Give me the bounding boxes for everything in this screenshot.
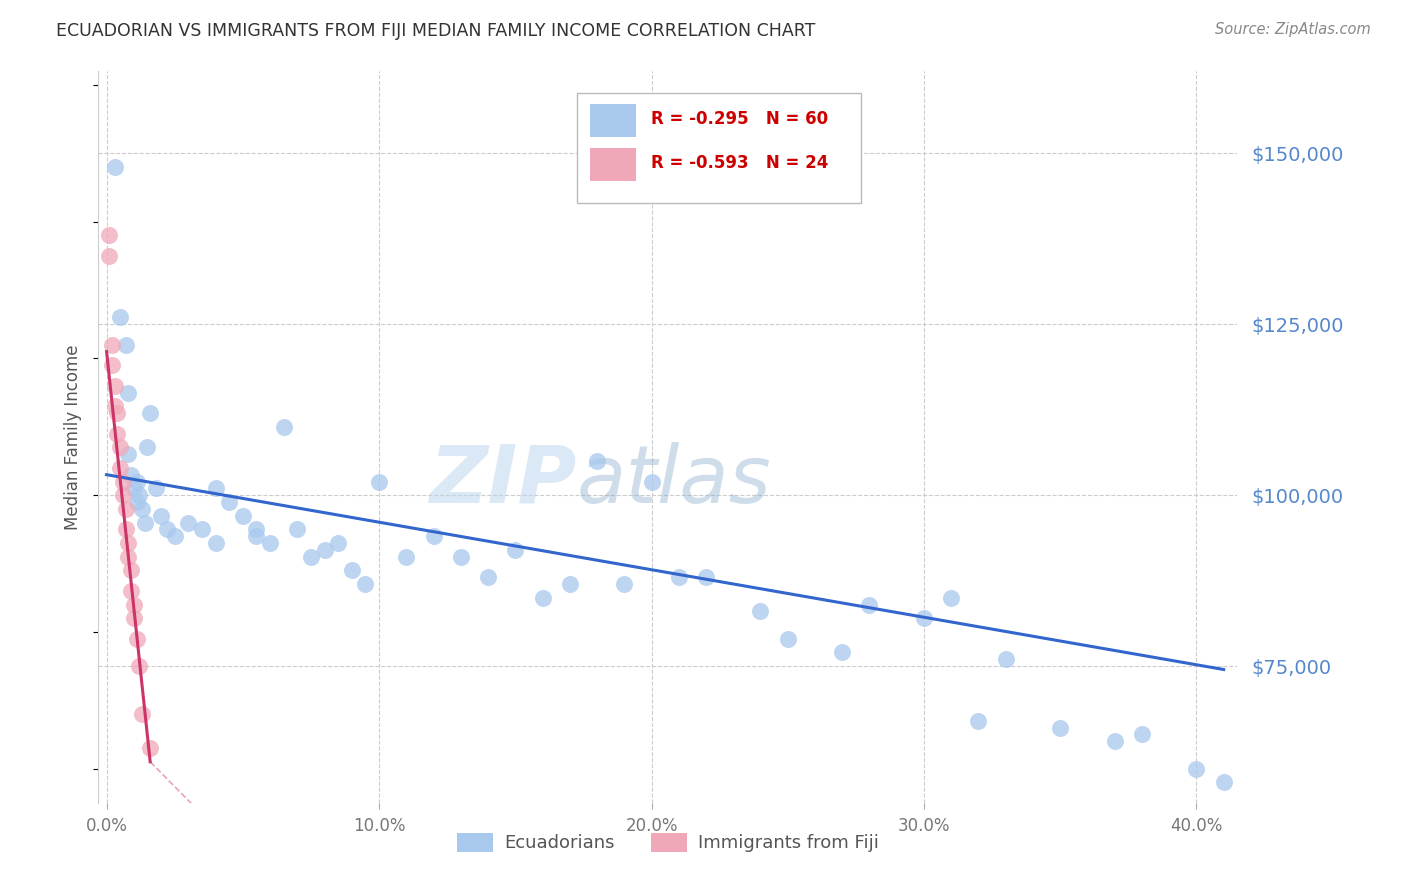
Point bbox=[477, 570, 499, 584]
Point bbox=[145, 481, 167, 495]
Point bbox=[273, 420, 295, 434]
Point bbox=[1185, 762, 1208, 776]
Point bbox=[104, 379, 127, 393]
Legend: Ecuadorians, Immigrants from Fiji: Ecuadorians, Immigrants from Fiji bbox=[450, 826, 886, 860]
Point bbox=[1212, 775, 1234, 789]
Point bbox=[204, 481, 226, 495]
Point bbox=[117, 447, 139, 461]
Point bbox=[831, 645, 853, 659]
Point bbox=[128, 488, 150, 502]
Point bbox=[245, 522, 267, 536]
Text: Source: ZipAtlas.com: Source: ZipAtlas.com bbox=[1215, 22, 1371, 37]
Point bbox=[668, 570, 690, 584]
Bar bbox=[591, 104, 636, 137]
Point bbox=[314, 542, 336, 557]
Point bbox=[858, 598, 880, 612]
Point bbox=[749, 604, 772, 618]
Point bbox=[328, 536, 350, 550]
Point bbox=[259, 536, 281, 550]
Point bbox=[204, 536, 226, 550]
Point bbox=[120, 583, 142, 598]
Point bbox=[299, 549, 322, 564]
Point bbox=[285, 522, 308, 536]
Point bbox=[139, 741, 162, 756]
Point bbox=[114, 522, 136, 536]
Point bbox=[131, 501, 153, 516]
Point bbox=[531, 591, 554, 605]
Point bbox=[107, 406, 129, 420]
Point bbox=[136, 440, 159, 454]
Point bbox=[120, 563, 142, 577]
Point bbox=[111, 488, 134, 502]
Point bbox=[1104, 734, 1126, 748]
FancyBboxPatch shape bbox=[576, 94, 862, 203]
Y-axis label: Median Family Income: Median Family Income bbox=[65, 344, 83, 530]
Point bbox=[967, 714, 990, 728]
Point bbox=[128, 659, 150, 673]
Point bbox=[776, 632, 799, 646]
Point bbox=[163, 529, 186, 543]
Point bbox=[941, 591, 963, 605]
Point bbox=[994, 652, 1017, 666]
Point bbox=[422, 529, 444, 543]
Point bbox=[117, 549, 139, 564]
Point bbox=[101, 338, 124, 352]
Point bbox=[98, 228, 121, 243]
Point bbox=[503, 542, 526, 557]
Point bbox=[110, 440, 132, 454]
Point bbox=[114, 501, 136, 516]
Point bbox=[191, 522, 214, 536]
Point bbox=[368, 475, 391, 489]
Text: ECUADORIAN VS IMMIGRANTS FROM FIJI MEDIAN FAMILY INCOME CORRELATION CHART: ECUADORIAN VS IMMIGRANTS FROM FIJI MEDIA… bbox=[56, 22, 815, 40]
Point bbox=[101, 359, 124, 373]
Point bbox=[245, 529, 267, 543]
Point bbox=[134, 516, 156, 530]
Point bbox=[125, 632, 148, 646]
Point bbox=[340, 563, 363, 577]
Point bbox=[104, 400, 127, 414]
Point bbox=[111, 475, 134, 489]
Point bbox=[104, 160, 127, 174]
Text: ZIP: ZIP bbox=[429, 442, 576, 520]
Point bbox=[450, 549, 472, 564]
Point bbox=[117, 536, 139, 550]
Text: R = -0.593   N = 24: R = -0.593 N = 24 bbox=[651, 153, 828, 172]
Point bbox=[1130, 727, 1153, 741]
Point bbox=[107, 426, 129, 441]
Point bbox=[131, 706, 153, 721]
Point bbox=[122, 598, 145, 612]
Point bbox=[125, 495, 148, 509]
Point bbox=[395, 549, 418, 564]
Point bbox=[558, 577, 581, 591]
Point bbox=[640, 475, 662, 489]
Text: R = -0.295   N = 60: R = -0.295 N = 60 bbox=[651, 110, 828, 128]
Point bbox=[354, 577, 377, 591]
Point bbox=[586, 454, 609, 468]
Point bbox=[613, 577, 636, 591]
Point bbox=[232, 508, 254, 523]
Point bbox=[117, 385, 139, 400]
Point bbox=[139, 406, 162, 420]
Point bbox=[218, 495, 240, 509]
Point bbox=[122, 611, 145, 625]
Text: atlas: atlas bbox=[576, 442, 772, 520]
Point bbox=[98, 249, 121, 263]
Point bbox=[695, 570, 717, 584]
Point bbox=[912, 611, 935, 625]
Point bbox=[155, 522, 177, 536]
Point bbox=[110, 460, 132, 475]
Bar bbox=[591, 148, 636, 181]
Point bbox=[125, 475, 148, 489]
Point bbox=[122, 481, 145, 495]
Point bbox=[1049, 721, 1071, 735]
Point bbox=[110, 310, 132, 325]
Point bbox=[114, 338, 136, 352]
Point bbox=[120, 467, 142, 482]
Point bbox=[150, 508, 173, 523]
Point bbox=[177, 516, 200, 530]
